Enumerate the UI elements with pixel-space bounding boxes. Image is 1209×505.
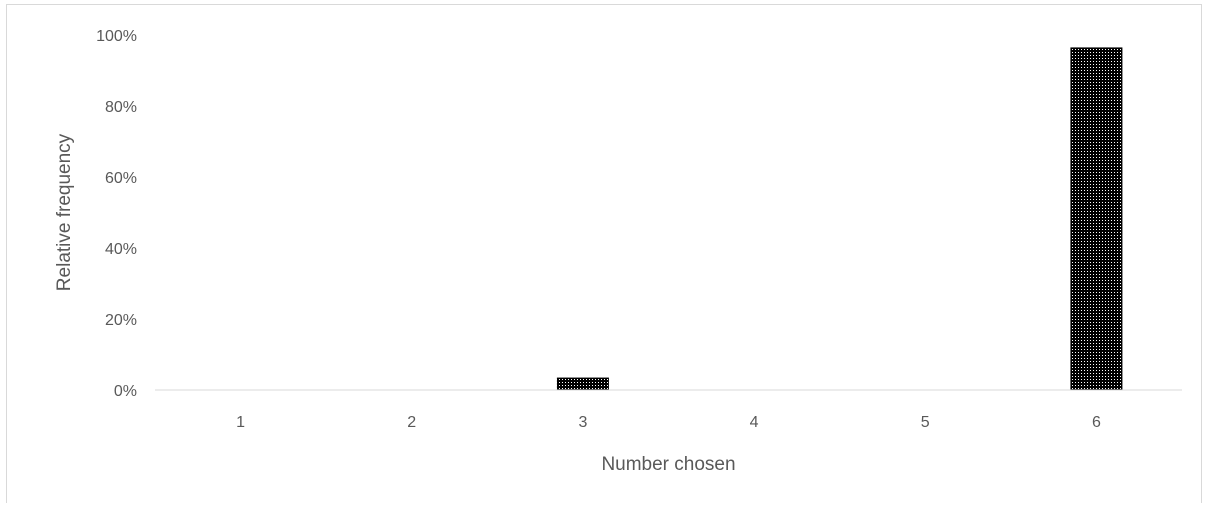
bar-3 xyxy=(556,377,609,390)
x-tick-label: 1 xyxy=(236,414,245,431)
x-tick-label: 3 xyxy=(578,414,587,431)
y-tick-label: 0% xyxy=(114,383,137,400)
chart-frame xyxy=(6,4,1202,503)
y-tick-label: 60% xyxy=(105,170,137,187)
bar-6 xyxy=(1070,47,1123,391)
y-tick-label: 20% xyxy=(105,312,137,329)
y-tick-label: 100% xyxy=(96,28,137,45)
x-tick-label: 5 xyxy=(921,414,930,431)
x-tick-label: 2 xyxy=(407,414,416,431)
x-tick-label: 6 xyxy=(1092,414,1101,431)
x-axis-ticks: 1 2 3 4 5 6 xyxy=(236,414,1101,431)
y-axis-title: Relative frequency xyxy=(54,133,75,291)
y-tick-label: 40% xyxy=(105,241,137,258)
y-tick-label: 80% xyxy=(105,99,137,116)
bars xyxy=(556,47,1123,391)
x-axis-title: Number chosen xyxy=(601,454,735,475)
y-axis-ticks: 0% 20% 40% 60% 80% 100% xyxy=(96,28,137,400)
x-tick-label: 4 xyxy=(750,414,759,431)
